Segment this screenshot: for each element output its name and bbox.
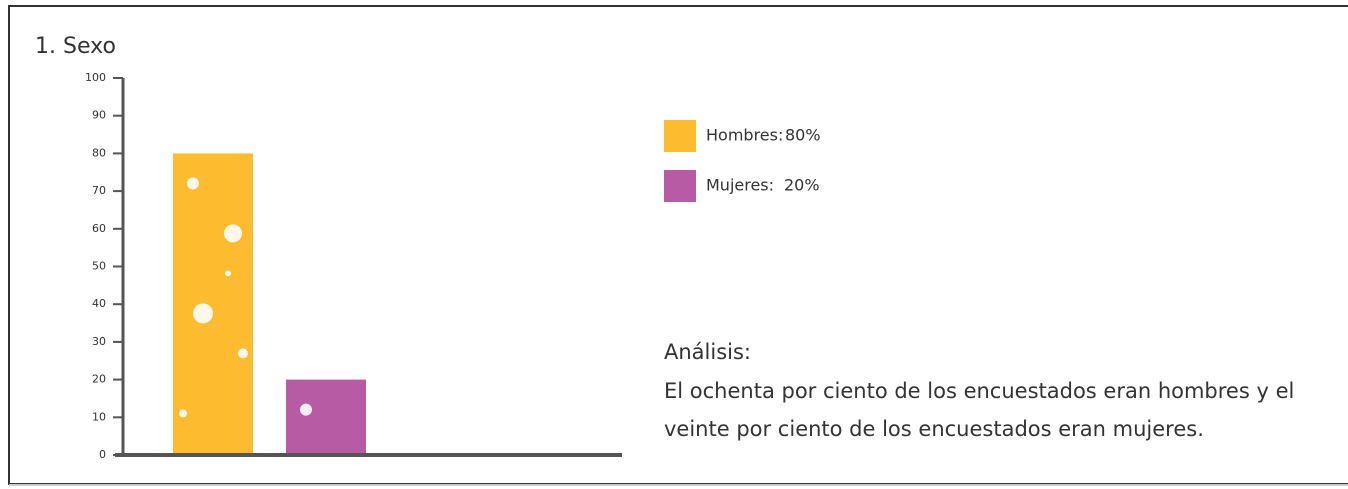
splatter	[224, 224, 242, 243]
analysis-title: Análisis:	[664, 340, 751, 364]
legend-swatch	[664, 170, 696, 202]
bar	[286, 379, 366, 455]
analysis-line: El ochenta por ciento de los encuestados…	[664, 379, 1294, 403]
y-tick-label: 20	[92, 373, 106, 386]
splatter	[300, 403, 312, 416]
y-tick-label: 70	[92, 184, 106, 197]
chart-title: 1. Sexo	[35, 34, 116, 59]
splatter	[238, 348, 248, 359]
analysis-line: veinte por ciento de los encuestados era…	[664, 417, 1204, 441]
y-tick-label: 80	[92, 146, 106, 159]
splatter	[225, 270, 231, 277]
y-tick-label: 60	[92, 222, 106, 235]
splatter	[179, 409, 187, 418]
y-tick-label: 90	[92, 109, 106, 122]
legend-swatch	[664, 120, 696, 152]
bar	[173, 153, 253, 455]
y-tick-label: 50	[92, 260, 106, 273]
legend-label: Mujeres:	[706, 176, 774, 195]
legend-value: 80%	[785, 126, 821, 145]
legend-value: 20%	[784, 176, 820, 195]
y-tick-label: 100	[85, 71, 106, 84]
splatter	[187, 177, 199, 190]
legend-label: Hombres:	[706, 126, 783, 145]
y-tick-label: 0	[99, 448, 106, 461]
y-tick-label: 40	[92, 297, 106, 310]
splatter	[193, 303, 213, 324]
y-tick-label: 10	[92, 410, 106, 423]
y-tick-label: 30	[92, 335, 106, 348]
